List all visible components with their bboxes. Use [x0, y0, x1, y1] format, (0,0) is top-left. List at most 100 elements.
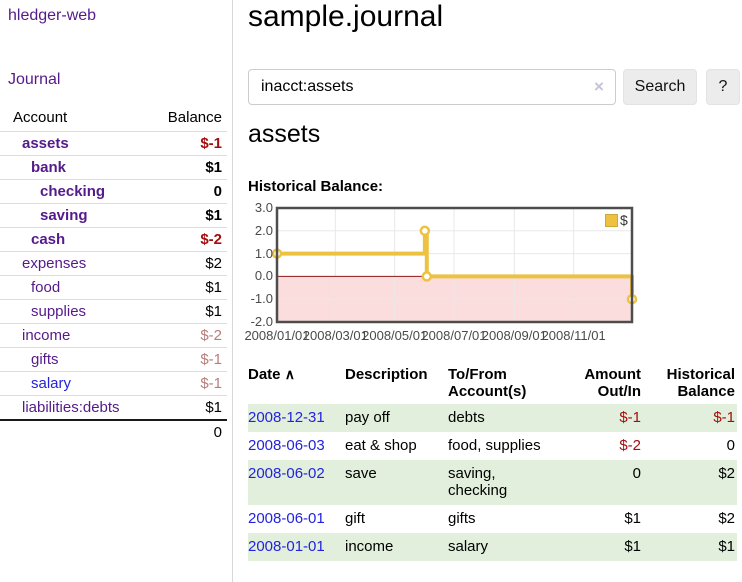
- x-axis-tick-label: 2008/05/01: [362, 328, 428, 343]
- accounts-total-value: 0: [151, 419, 227, 444]
- app-title-link[interactable]: hledger-web: [8, 7, 97, 24]
- register-header-description: Description: [345, 366, 428, 383]
- accounts-total-spacer: [0, 419, 152, 444]
- transaction-row: 2008-06-03 eat & shop food, supplies $-2 0: [248, 432, 737, 460]
- account-row: income $-2: [0, 323, 227, 348]
- transaction-balance: $2: [718, 510, 735, 527]
- data-point-marker: [421, 271, 433, 282]
- account-row: checking 0: [0, 179, 227, 204]
- account-balance: $-1: [151, 131, 227, 156]
- accounts-header-balance: Balance: [167, 109, 222, 126]
- y-axis-tick-label: -2.0: [250, 314, 273, 329]
- account-row: expenses $2: [0, 251, 227, 276]
- accounts-table: Account Balance assets $-1 bank $1 checking 0…: [0, 105, 227, 444]
- transaction-date-link[interactable]: 2008-06-03: [248, 437, 325, 454]
- transaction-row: 2008-01-01 income salary $1 $1: [248, 533, 737, 561]
- transaction-accounts: saving, checking: [448, 465, 508, 499]
- transaction-accounts: food, supplies: [448, 437, 541, 454]
- transaction-amount: $-2: [619, 437, 641, 454]
- account-link-liabilities-debts[interactable]: liabilities:debts: [22, 399, 120, 416]
- search-button[interactable]: Search: [623, 69, 697, 105]
- y-axis-tick-label: 0.0: [254, 268, 273, 284]
- clear-search-icon[interactable]: ×: [594, 77, 604, 96]
- transaction-amount: 0: [632, 465, 641, 482]
- account-link-assets[interactable]: assets: [22, 135, 69, 152]
- register-header-balance: Historical Balance: [666, 366, 735, 400]
- account-link-salary[interactable]: salary: [31, 375, 72, 392]
- register-table: Date ∧ Description To/From Account(s) Am…: [248, 360, 737, 561]
- chart-canvas[interactable]: [245, 204, 685, 346]
- account-balance: $-2: [151, 323, 227, 348]
- account-balance: $2: [151, 251, 227, 276]
- transaction-amount: $1: [624, 538, 641, 555]
- account-balance: $1: [151, 395, 227, 420]
- legend-swatch-icon: [605, 213, 618, 227]
- account-heading: assets: [248, 120, 321, 148]
- account-link-food[interactable]: food: [31, 279, 61, 296]
- account-link-supplies[interactable]: supplies: [31, 303, 87, 320]
- transaction-row: 2008-06-01 gift gifts $1 $2: [248, 505, 737, 533]
- date-header-label: Date: [248, 366, 281, 383]
- accounts-header-account: Account: [13, 109, 68, 126]
- account-row: gifts $-1: [0, 347, 227, 372]
- x-axis-tick-label: 2008/09/01: [481, 328, 547, 343]
- transaction-amount: $-1: [619, 409, 641, 426]
- transaction-amount: $1: [624, 510, 641, 527]
- register-header-date[interactable]: Date ∧: [248, 360, 345, 404]
- account-balance: $1: [151, 155, 227, 180]
- account-balance: $-1: [151, 371, 227, 396]
- transaction-description: eat & shop: [345, 437, 417, 454]
- register-table-body: 2008-12-31 pay off debts $-1 $-1 2008-06-03 ea…: [248, 404, 737, 561]
- account-balance: 0: [151, 179, 227, 204]
- transaction-date-link[interactable]: 2008-06-01: [248, 510, 325, 527]
- account-row: liabilities:debts $1: [0, 395, 227, 420]
- transaction-balance: $1: [718, 538, 735, 555]
- account-link-expenses[interactable]: expenses: [22, 255, 87, 272]
- account-row: assets $-1: [0, 131, 227, 156]
- transaction-description: pay off: [345, 409, 390, 426]
- sort-asc-icon: ∧: [284, 366, 295, 382]
- y-axis-tick-label: 1.0: [254, 245, 273, 261]
- account-link-income[interactable]: income: [22, 327, 71, 344]
- transaction-description: income: [345, 538, 394, 555]
- sidebar: hledger-web Journal Account Balance asse…: [0, 0, 233, 582]
- transaction-date-cell: 2008-01-01: [248, 533, 345, 561]
- account-link-saving[interactable]: saving: [40, 207, 88, 224]
- x-axis-tick-label: 2008/07/01: [421, 328, 487, 343]
- search-help-button[interactable]: ?: [706, 69, 740, 105]
- transaction-date-cell: 2008-06-02: [248, 460, 345, 505]
- transaction-balance: $-1: [713, 409, 735, 426]
- search-input[interactable]: [248, 69, 616, 105]
- account-row: bank $1: [0, 155, 227, 180]
- transaction-date-link[interactable]: 2008-12-31: [248, 409, 325, 426]
- account-row: cash $-2: [0, 227, 227, 252]
- account-balance: $1: [151, 299, 227, 324]
- y-axis-tick-label: -1.0: [250, 291, 273, 307]
- transaction-date-cell: 2008-12-31: [248, 404, 345, 432]
- transaction-date-link[interactable]: 2008-06-02: [248, 465, 325, 482]
- account-link-cash[interactable]: cash: [31, 231, 66, 248]
- account-link-bank[interactable]: bank: [31, 159, 67, 176]
- account-link-checking[interactable]: checking: [40, 183, 106, 200]
- account-balance: $1: [151, 275, 227, 300]
- sidebar-item-journal[interactable]: Journal: [8, 71, 61, 88]
- transaction-description: gift: [345, 510, 366, 527]
- account-row: saving $1: [0, 203, 227, 228]
- transaction-description: save: [345, 465, 377, 482]
- historical-balance-chart[interactable]: $ 3.0 2.0 1.0 0.0 -1.0 -2.0 2008/01/01 2008/03/…: [244, 200, 685, 346]
- y-axis-tick-label: 3.0: [254, 200, 273, 215]
- transaction-date-cell: 2008-06-01: [248, 505, 345, 533]
- account-balance: $-2: [151, 227, 227, 252]
- accounts-total-row: 0: [0, 419, 227, 444]
- accounts-table-body: assets $-1 bank $1 checking 0 saving $1 cash $-2 e…: [0, 131, 227, 420]
- account-link-gifts[interactable]: gifts: [31, 351, 59, 368]
- register-header-row: Date ∧ Description To/From Account(s) Am…: [248, 360, 737, 404]
- account-row: salary $-1: [0, 371, 227, 396]
- accounts-header-row: Account Balance: [0, 105, 227, 132]
- register-header-accounts: To/From Account(s): [448, 366, 527, 400]
- transaction-balance: $2: [718, 465, 735, 482]
- account-row: food $1: [0, 275, 227, 300]
- data-point-marker: [419, 225, 431, 237]
- y-axis-tick-label: 2.0: [254, 222, 273, 238]
- transaction-date-link[interactable]: 2008-01-01: [248, 538, 325, 555]
